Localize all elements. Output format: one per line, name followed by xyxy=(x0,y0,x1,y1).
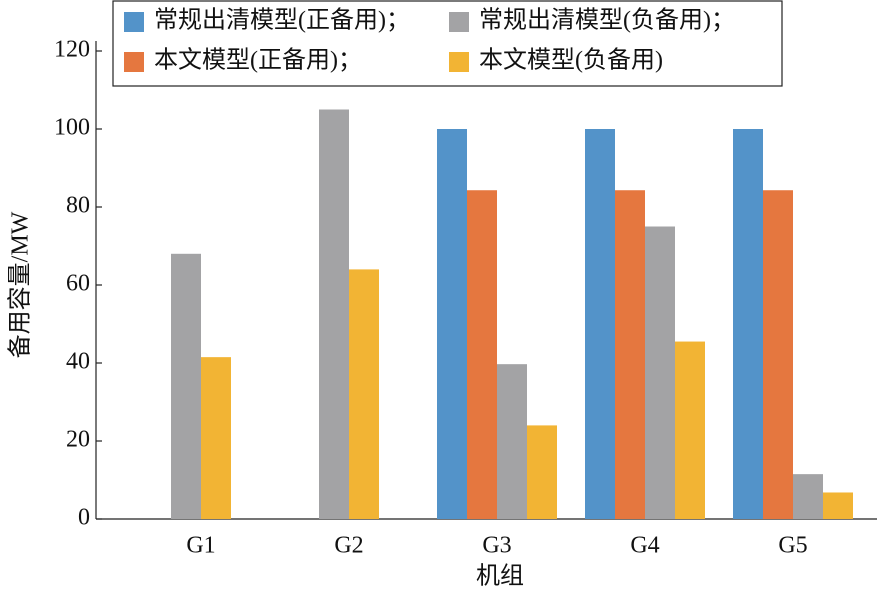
x-tick-label: G3 xyxy=(482,533,511,559)
x-tick-label: G4 xyxy=(630,533,659,559)
bar xyxy=(733,129,763,519)
legend-swatch xyxy=(124,12,144,32)
bar xyxy=(201,357,231,519)
legend-box xyxy=(112,0,783,87)
y-tick-label: 20 xyxy=(66,427,90,453)
legend-swatch xyxy=(124,52,144,72)
bar xyxy=(823,492,853,519)
legend-label: 本文模型(负备用) xyxy=(479,47,663,74)
y-tick-label: 40 xyxy=(66,349,90,375)
bar xyxy=(349,269,379,519)
y-tick-label: 120 xyxy=(54,37,90,63)
legend-label: 本文模型(正备用)； xyxy=(154,47,362,74)
x-tick-label: G1 xyxy=(186,533,215,559)
bar xyxy=(437,129,467,519)
y-tick-label: 80 xyxy=(66,193,90,219)
bar xyxy=(319,109,349,519)
legend-swatch xyxy=(449,12,469,32)
bar xyxy=(793,474,823,519)
x-tick-label: G5 xyxy=(778,533,807,559)
y-tick-label: 0 xyxy=(78,505,90,531)
y-axis-label: 备用容量/MW xyxy=(7,211,34,358)
legend-swatch xyxy=(449,52,469,72)
y-tick-label: 100 xyxy=(54,115,90,141)
x-tick-label: G2 xyxy=(334,533,363,559)
bar xyxy=(675,341,705,519)
bar xyxy=(497,364,527,519)
legend-label: 常规出清模型(正备用)； xyxy=(154,7,410,34)
bar xyxy=(467,190,497,520)
bar xyxy=(527,425,557,519)
x-axis-label: 机组 xyxy=(476,563,524,590)
bar xyxy=(763,190,793,520)
bar xyxy=(645,226,675,519)
bar xyxy=(171,253,201,520)
bar xyxy=(615,190,645,520)
legend-label: 常规出清模型(负备用)； xyxy=(479,7,735,34)
bar xyxy=(585,129,615,519)
y-tick-label: 60 xyxy=(66,271,90,297)
